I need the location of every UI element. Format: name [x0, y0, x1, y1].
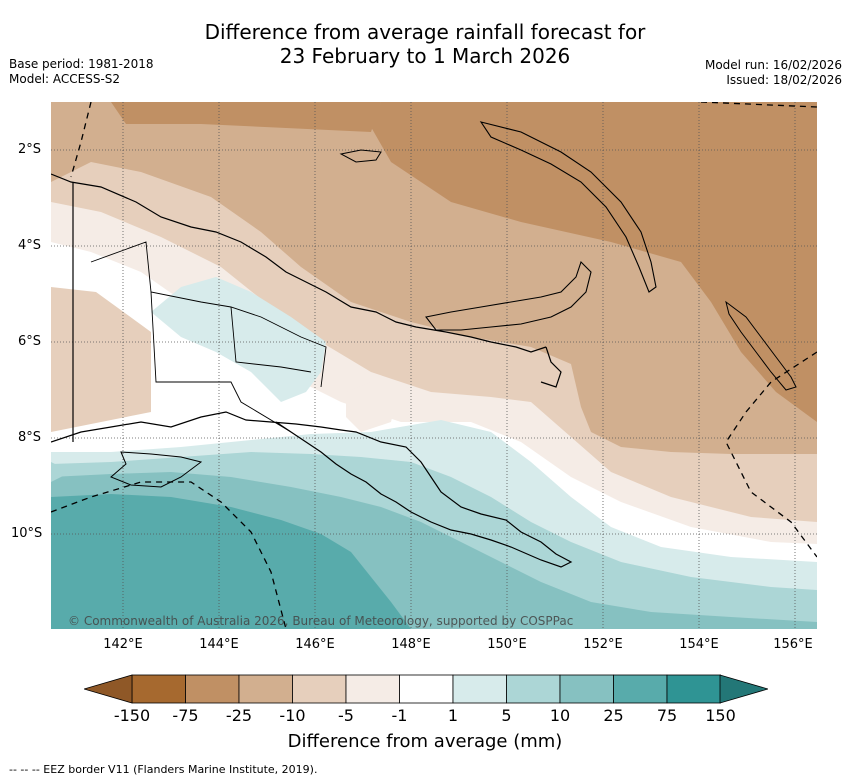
island-new-ireland: [479, 121, 657, 293]
band-minus-25-west: [111, 102, 381, 132]
chart-title: Difference from average rainfall forecas…: [0, 20, 850, 68]
lat-label-6s: 6°S: [18, 334, 42, 349]
lon-label-156e: 156°E: [773, 637, 813, 652]
colorbar-under-arrow: [84, 674, 133, 704]
colorbar-cell: [292, 674, 347, 704]
colorbar-cell: [399, 674, 454, 704]
band-minus-10-strip: [51, 287, 151, 432]
colorbar-label: 25: [603, 706, 624, 725]
colorbar-label: 10: [549, 706, 571, 725]
lon-label-154e: 154°E: [679, 637, 719, 652]
lat-label-10s: 10°S: [11, 526, 43, 541]
model-run-text: Model run: 16/02/2026: [704, 58, 842, 72]
colorbar-label: -10: [279, 706, 306, 725]
island-new-britain: [425, 260, 592, 331]
colorbar-cell: [559, 674, 614, 704]
lon-label-152e: 152°E: [583, 637, 623, 652]
model-text: Model: ACCESS-S2: [9, 72, 121, 86]
meta-right: Model run: 16/02/2026 Issued: 18/02/2026: [705, 58, 842, 88]
colorbar-over-arrow: [719, 674, 768, 704]
new-guinea-coastline: [51, 173, 573, 568]
band-minus-5-inland: [346, 382, 396, 432]
colorbar-cell: [238, 674, 293, 704]
colorbar-cell: [345, 674, 400, 704]
colorbar-label: 5: [501, 706, 512, 725]
lat-label-4s: 4°S: [18, 238, 42, 253]
eez-borders: [51, 102, 817, 629]
colorbar-label: -5: [338, 706, 354, 725]
lon-label-148e: 148°E: [391, 637, 431, 652]
colorbar-cell: [131, 674, 186, 704]
lat-label-8s: 8°S: [18, 430, 42, 445]
lon-label-144e: 144°E: [199, 637, 239, 652]
eez-footnote: -- -- -- EEZ border V11 (Flanders Marine…: [9, 763, 318, 776]
band-1-to-5-inland: [151, 277, 326, 402]
colorbar-label: 1: [447, 706, 459, 725]
colorbar: [84, 674, 768, 704]
colorbar-label: -75: [172, 706, 199, 725]
province-borders: [90, 241, 327, 433]
title-line-2: 23 February to 1 March 2026: [279, 44, 571, 68]
colorbar-cell: [506, 674, 561, 704]
lon-label-150e: 150°E: [487, 637, 527, 652]
band-5-to-10-west: [51, 462, 71, 482]
colorbar-label: -150: [113, 706, 151, 725]
island-manus: [339, 149, 382, 163]
colorbar-label: -25: [225, 706, 253, 725]
meta-left: Base period: 1981-2018 Model: ACCESS-S2: [9, 57, 154, 87]
colorbar-cell: [666, 674, 721, 704]
lon-label-142e: 142°E: [103, 637, 143, 652]
lon-label-146e: 146°E: [295, 637, 335, 652]
colorbar-cell: [613, 674, 668, 704]
band-25-to-75: [51, 494, 411, 629]
island-bougainville: [725, 300, 797, 391]
band-minus-25-north: [371, 102, 817, 422]
title-line-1: Difference from average rainfall forecas…: [204, 20, 646, 44]
copyright-text: © Commonwealth of Australia 2026, Bureau…: [68, 614, 574, 628]
colorbar-title: Difference from average (mm): [287, 731, 563, 752]
lat-label-2s: 2°S: [18, 142, 42, 157]
issued-text: Issued: 18/02/2026: [726, 73, 842, 87]
colorbar-label: -1: [391, 706, 408, 725]
colorbar-label: 150: [705, 706, 736, 725]
rainfall-map: [51, 102, 817, 629]
colorbar-cell: [185, 674, 240, 704]
graticule: [51, 102, 817, 629]
base-period-text: Base period: 1981-2018: [9, 57, 154, 71]
colorbar-label: 75: [656, 706, 678, 725]
colorbar-cell: [452, 674, 507, 704]
